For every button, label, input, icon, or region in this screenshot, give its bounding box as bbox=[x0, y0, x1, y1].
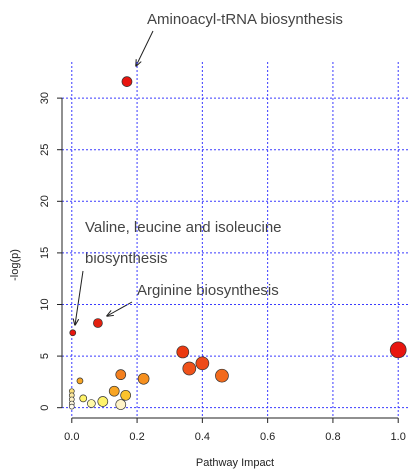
x-tick-label: 0.2 bbox=[129, 431, 144, 443]
y-axis-label: -log(p) bbox=[9, 249, 21, 281]
y-tick-label: 0 bbox=[39, 405, 51, 411]
point bbox=[137, 372, 150, 385]
x-tick-label: 0.4 bbox=[195, 431, 210, 443]
point bbox=[115, 369, 127, 381]
point bbox=[93, 318, 103, 328]
point bbox=[195, 356, 210, 371]
point bbox=[121, 76, 133, 87]
y-tick-label: 25 bbox=[39, 144, 51, 156]
point bbox=[68, 403, 75, 410]
y-tick-label: 15 bbox=[39, 247, 51, 259]
arrow bbox=[75, 270, 84, 325]
annotation: Aminoacyl-tRNA biosynthesis bbox=[147, 11, 343, 28]
x-tick-label: 1.0 bbox=[391, 431, 406, 443]
point bbox=[108, 385, 120, 397]
point bbox=[120, 389, 132, 401]
point bbox=[215, 368, 229, 383]
point bbox=[182, 361, 197, 376]
point bbox=[115, 399, 127, 410]
x-tick-label: 0.0 bbox=[64, 431, 79, 443]
y-tick-label: 5 bbox=[39, 353, 51, 359]
y-tick-label: 30 bbox=[39, 92, 51, 104]
point bbox=[69, 329, 77, 337]
y-tick-label: 10 bbox=[39, 298, 51, 310]
arrow bbox=[136, 30, 154, 66]
point bbox=[389, 341, 407, 359]
x-tick-label: 0.6 bbox=[260, 431, 275, 443]
point bbox=[176, 345, 190, 359]
x-axis-label: Pathway Impact bbox=[196, 457, 274, 469]
point bbox=[97, 396, 109, 407]
annotation: Arginine biosynthesis bbox=[137, 282, 279, 299]
annotation: biosynthesis bbox=[85, 250, 168, 267]
y-tick-label: 20 bbox=[39, 195, 51, 207]
point bbox=[76, 377, 84, 385]
annotation: Valine, leucine and isoleucine bbox=[85, 219, 282, 236]
point bbox=[87, 399, 96, 408]
point bbox=[79, 394, 88, 403]
x-tick-label: 0.8 bbox=[325, 431, 340, 443]
